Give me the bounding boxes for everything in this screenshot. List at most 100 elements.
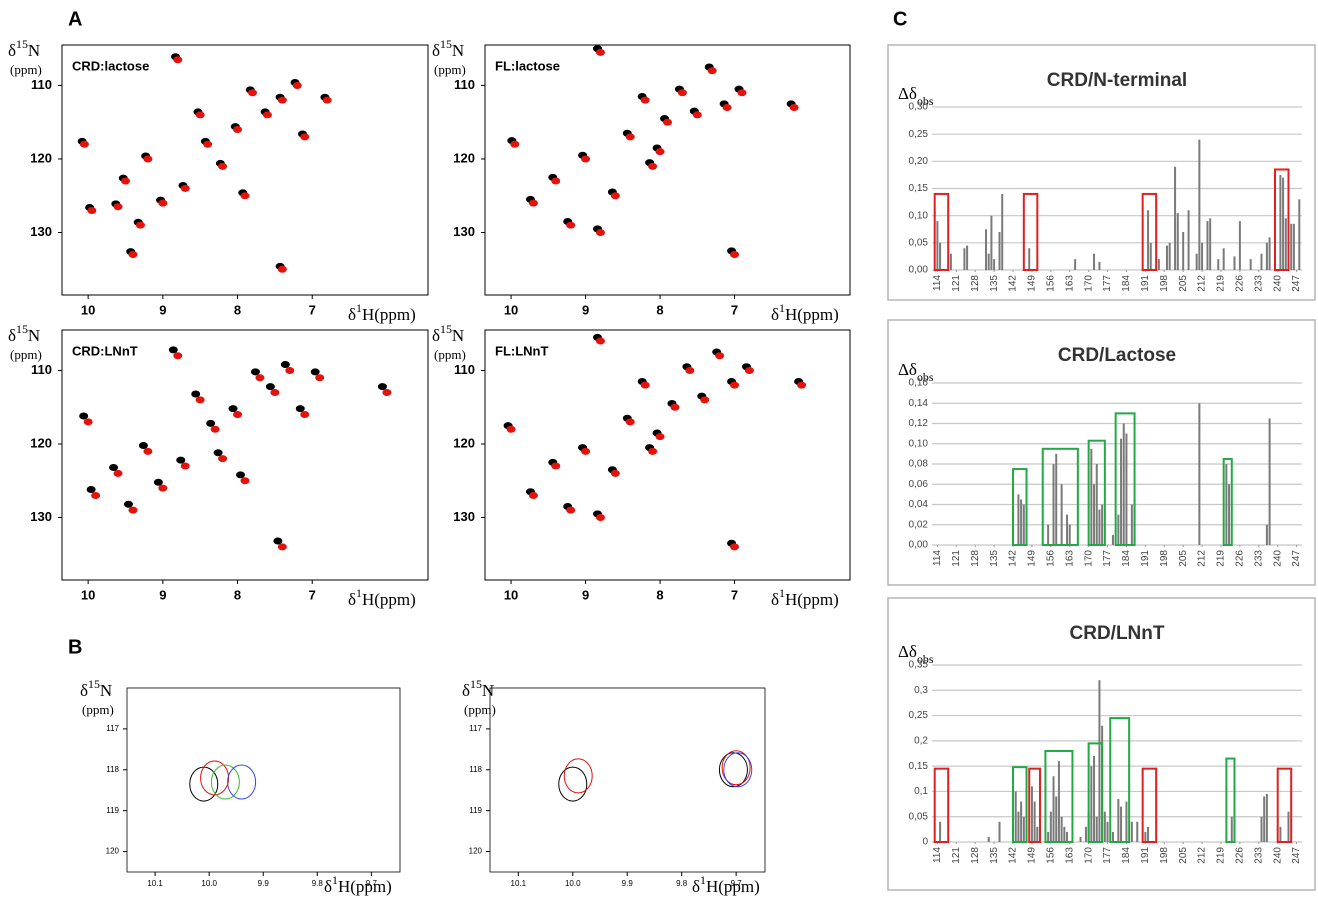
peak	[123, 500, 133, 508]
peak	[158, 199, 168, 207]
x-tick-label: 170	[1083, 275, 1094, 292]
x-tick-label: 212	[1197, 550, 1208, 567]
peak	[648, 447, 658, 455]
peak	[655, 433, 665, 441]
highlight-box	[1044, 749, 1074, 844]
label-part: N	[100, 681, 112, 700]
bar	[1233, 256, 1236, 270]
y-tick-label: 110	[31, 362, 52, 377]
peak	[79, 140, 89, 148]
peak	[655, 148, 665, 156]
y-tick-label: 0,05	[909, 811, 929, 822]
bar	[1111, 534, 1114, 545]
x-tick-label: 135	[989, 847, 1000, 864]
label-part: (ppm)	[434, 62, 466, 77]
peak	[730, 251, 740, 259]
bar	[1055, 453, 1058, 545]
bar	[949, 253, 952, 270]
bar	[1074, 259, 1077, 270]
peak	[377, 383, 387, 391]
highlight-box	[1087, 742, 1104, 844]
x-tick-label: 9	[159, 587, 166, 602]
bar	[1098, 261, 1101, 270]
peak	[595, 337, 605, 345]
x-tick-label: 9.8	[676, 879, 688, 888]
peak	[79, 412, 89, 420]
peak	[662, 118, 672, 126]
x-tick-label: 156	[1045, 847, 1056, 864]
peak	[143, 447, 153, 455]
label-part: δ	[80, 681, 88, 700]
peak	[158, 484, 168, 492]
bar	[1057, 761, 1060, 842]
peak	[176, 456, 186, 464]
plot-frame	[489, 687, 766, 873]
bar	[1052, 464, 1055, 545]
label-part: δ	[462, 681, 470, 700]
peak	[640, 381, 650, 389]
bar	[987, 836, 990, 842]
bar	[1249, 259, 1252, 270]
x-tick-label: 170	[1083, 847, 1094, 864]
bar	[1176, 212, 1179, 270]
x-tick-label: 219	[1216, 550, 1227, 567]
label-part: (ppm)	[434, 347, 466, 362]
highlight-box	[1141, 767, 1158, 844]
peak	[551, 177, 561, 185]
axis-label: (ppm)	[434, 62, 466, 77]
bar	[1287, 811, 1290, 842]
bar	[1144, 831, 1147, 842]
axis-label: δ1H(ppm)	[348, 301, 416, 324]
panel-label: C	[893, 8, 907, 30]
label-part: H	[785, 590, 797, 609]
bar	[1282, 177, 1285, 270]
peak	[670, 403, 680, 411]
axis-label: δ15N	[80, 677, 112, 700]
x-tick-label: 240	[1272, 275, 1283, 292]
plot-frame	[484, 329, 851, 581]
peak	[228, 405, 238, 413]
x-tick-label: 10	[504, 587, 518, 602]
peak	[506, 425, 516, 433]
y-tick-label: 110	[454, 362, 475, 377]
label-part: (ppm)	[350, 877, 392, 896]
y-tick-label: 0,25	[909, 129, 929, 140]
label-part: 1	[700, 873, 706, 887]
peak	[300, 411, 310, 419]
peak	[120, 177, 130, 185]
label-part: H	[706, 877, 718, 896]
label-part: H	[362, 590, 374, 609]
bar	[1198, 139, 1201, 270]
y-tick-label: 0,00	[909, 540, 929, 551]
peak	[173, 352, 183, 360]
bar	[993, 259, 996, 270]
x-tick-label: 9.9	[622, 879, 634, 888]
axis-label: Δδobs	[898, 360, 934, 384]
y-tick-label: 0,00	[909, 265, 929, 276]
x-tick-label: 10.0	[565, 879, 581, 888]
x-tick-label: 135	[989, 550, 1000, 567]
y-tick-label: 117	[106, 724, 119, 733]
bar	[1290, 223, 1293, 270]
bar	[1066, 514, 1069, 545]
y-tick-label: 119	[469, 806, 482, 815]
bar	[1198, 403, 1201, 545]
label-part: (ppm)	[374, 305, 416, 324]
peak	[83, 418, 93, 426]
peak	[510, 140, 520, 148]
x-tick-label: 8	[234, 587, 241, 602]
x-tick-label: 219	[1216, 275, 1227, 292]
label-part: N	[28, 326, 40, 345]
x-tick-label: 135	[989, 275, 1000, 292]
label-part: Δδ	[898, 84, 917, 103]
bar	[1292, 223, 1295, 270]
bar	[1284, 218, 1287, 270]
highlight-box	[933, 192, 950, 271]
x-tick-label: 163	[1064, 550, 1075, 567]
highlight-box	[1273, 168, 1290, 272]
bar	[1225, 464, 1228, 545]
axis-label: δ1H(ppm)	[692, 873, 760, 896]
bar	[1201, 242, 1204, 270]
x-tick-label: 10.0	[201, 879, 217, 888]
